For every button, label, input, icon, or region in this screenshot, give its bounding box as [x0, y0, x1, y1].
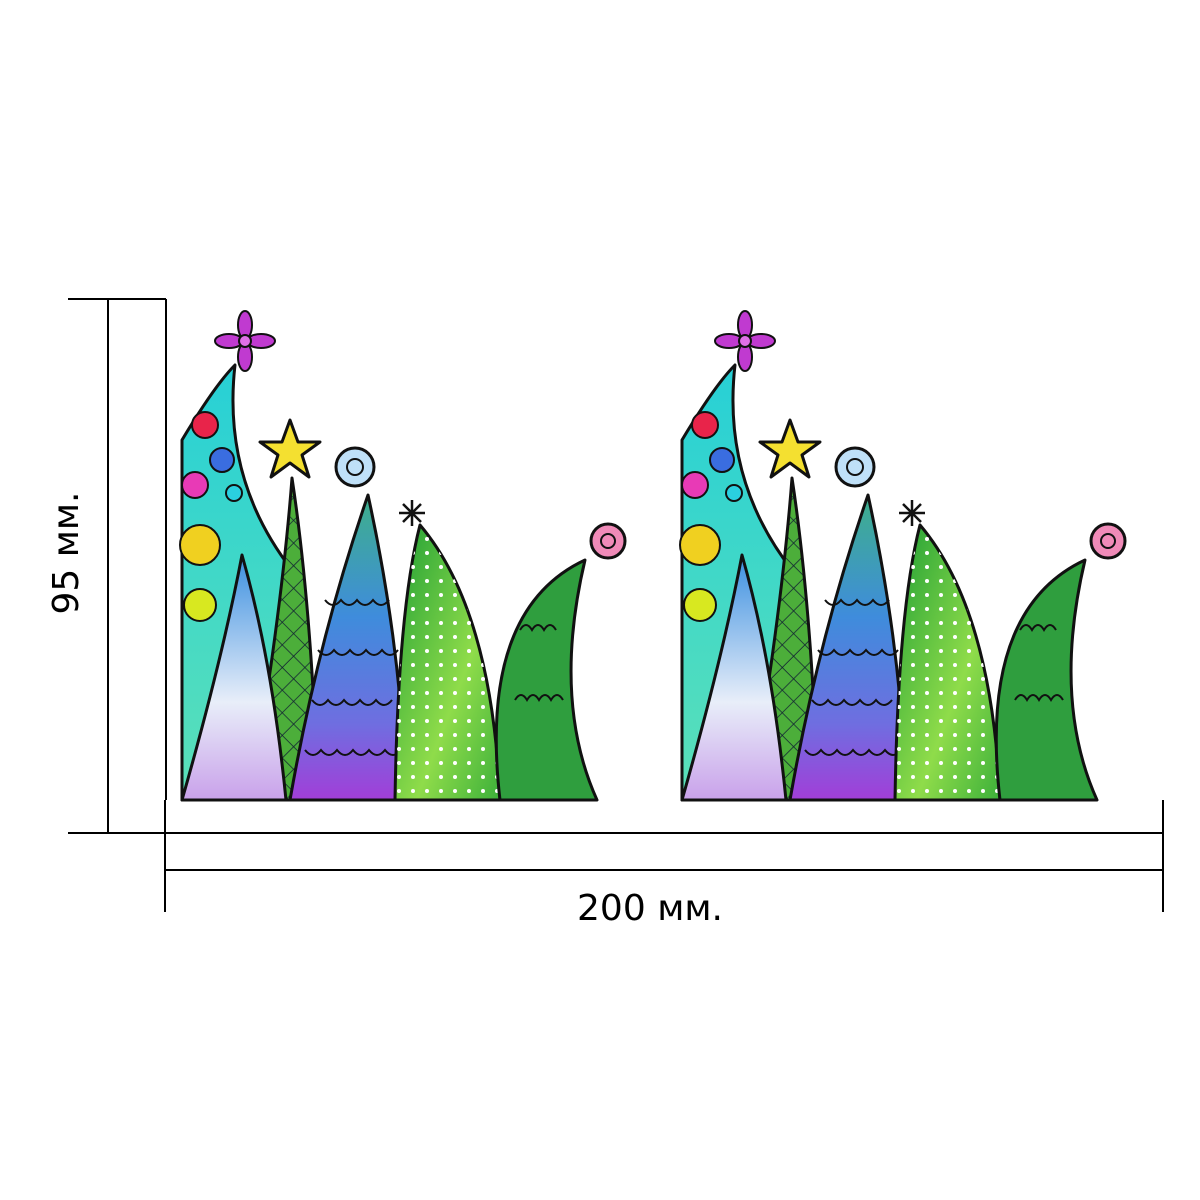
width-label: 200 мм.: [577, 888, 723, 929]
sticker-right: [678, 309, 1127, 802]
height-label: 95 мм.: [46, 491, 87, 614]
sticker-left: [178, 309, 627, 802]
